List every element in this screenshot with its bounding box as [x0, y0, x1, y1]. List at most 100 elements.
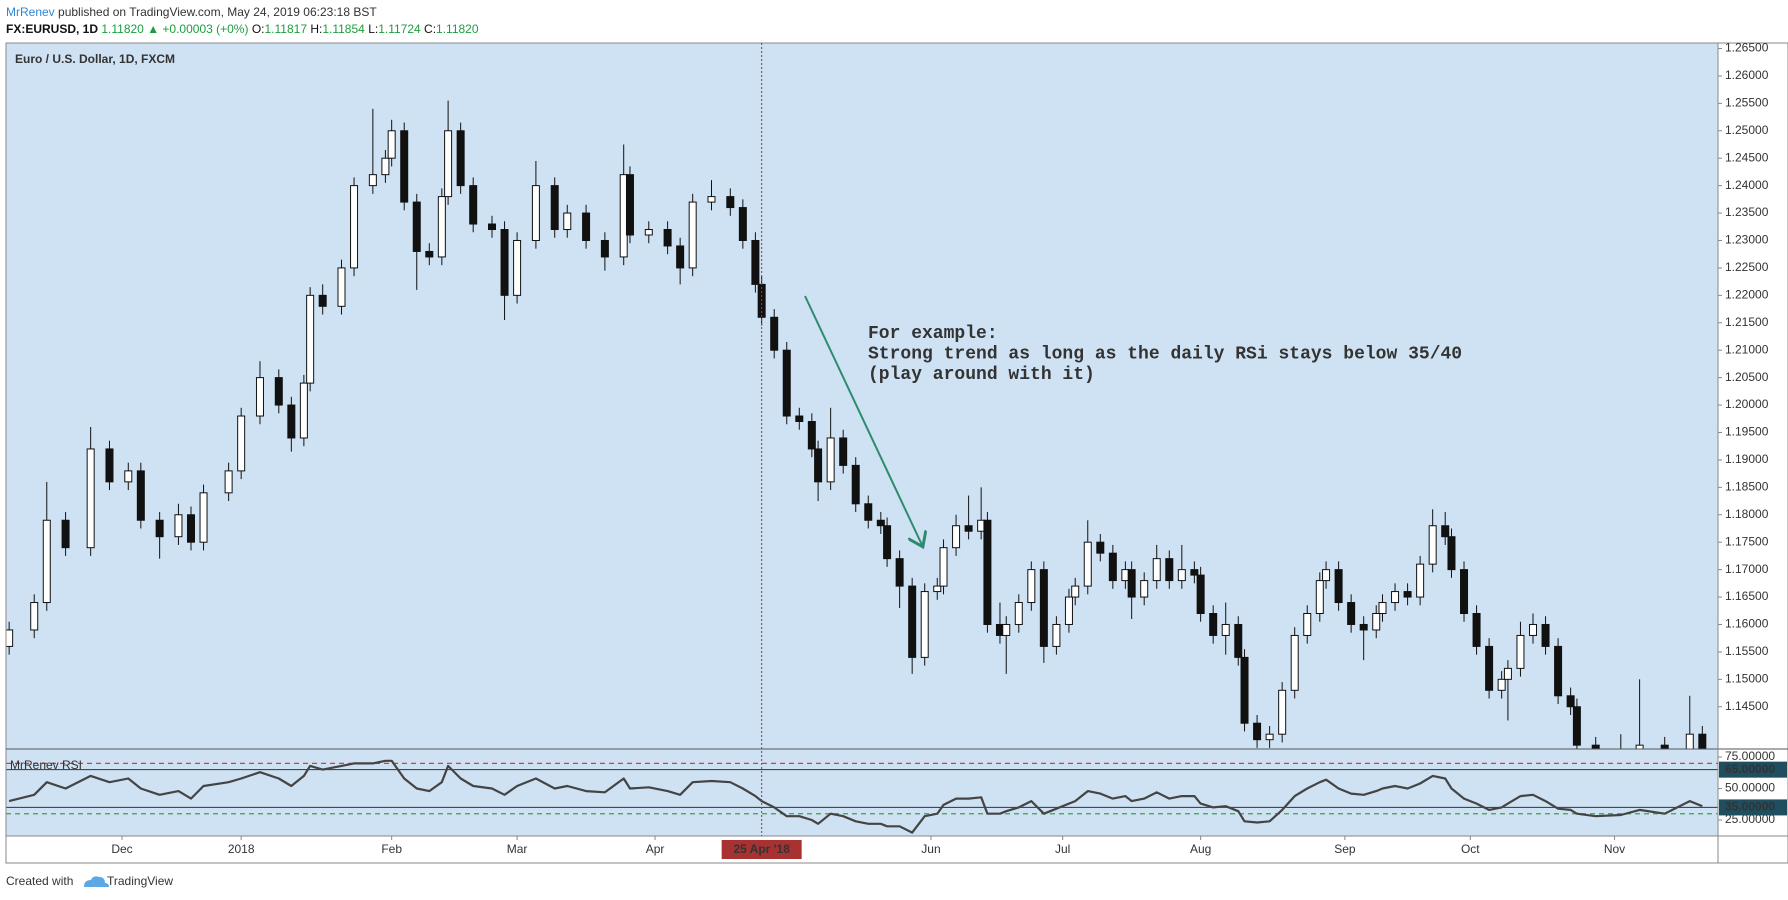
ohlc-value: 1.11724 [378, 22, 421, 36]
candle-body [625, 174, 634, 236]
candle-body [1685, 733, 1694, 749]
x-tick-label: Feb [381, 842, 402, 856]
x-tick-label: Nov [1604, 842, 1625, 856]
candle-body [1253, 722, 1262, 741]
candle-body [1503, 667, 1512, 680]
candle-body [939, 547, 948, 587]
author[interactable]: MrRenev [6, 5, 55, 19]
candle-body [726, 196, 735, 209]
candle-body [1315, 580, 1324, 615]
annotation-line: For example: [868, 324, 998, 344]
candle-body [707, 196, 716, 203]
candle-body [782, 349, 791, 417]
y-tick-label: 1.18000 [1725, 507, 1769, 521]
candle-body [299, 382, 308, 439]
y-tick-label: 1.26000 [1725, 68, 1769, 82]
y-tick-label: 1.14500 [1725, 699, 1769, 713]
footer-text: Created with [6, 874, 73, 888]
price-change: ▲ +0.00003 (+0%) [147, 22, 248, 36]
rsi-tick-label: 25.00000 [1725, 812, 1775, 826]
candle-body [387, 130, 396, 159]
candle-body [876, 519, 885, 527]
candle-body [1372, 613, 1381, 631]
candle-body [469, 185, 478, 225]
candle-body [306, 294, 315, 384]
candle-body [1591, 744, 1600, 749]
candle-body [1554, 645, 1563, 697]
candle-body [1265, 733, 1274, 741]
rsi-level-badge [1719, 761, 1787, 778]
header-line: MrRenev published on TradingView.com, Ma… [6, 5, 377, 19]
frame [5, 42, 1788, 864]
candle-body [224, 470, 233, 494]
x-tick-label: Jul [1055, 842, 1070, 856]
candle-body [1516, 634, 1525, 669]
candle-body [1027, 569, 1036, 604]
rsi-level-badge [1719, 799, 1787, 816]
candle-body [738, 207, 747, 241]
candle-body [1334, 569, 1343, 604]
x-tick-label: Dec [111, 842, 132, 856]
y-tick-label: 1.20500 [1725, 370, 1769, 384]
candle-body [1196, 574, 1205, 615]
candle-body [1190, 569, 1199, 576]
crosshair-label-box [721, 840, 802, 859]
candle-body [30, 602, 39, 631]
candle-body [1177, 569, 1186, 582]
candle-body [237, 415, 246, 472]
candle-body [1472, 613, 1481, 647]
y-tick-label: 1.24500 [1725, 150, 1769, 164]
candle-body [105, 448, 114, 483]
y-tick-label: 1.22000 [1725, 288, 1769, 302]
candle-body [174, 514, 183, 538]
candle-body [1485, 645, 1494, 691]
x-tick-label: 2018 [228, 842, 255, 856]
y-tick-label: 1.15000 [1725, 672, 1769, 686]
candle-body [1071, 585, 1080, 598]
rsi-level-label: 35.00000 [1725, 800, 1775, 814]
candle-body [86, 448, 95, 549]
candle-body [368, 174, 377, 187]
candle-body [1322, 569, 1331, 582]
header-quote: FX:EURUSD, 1D 1.11820 ▲ +0.00003 (+0%) O… [6, 22, 479, 36]
candle-body [1359, 623, 1368, 631]
candle-body [1165, 558, 1174, 582]
candle-body [663, 229, 672, 247]
y-tick-label: 1.20000 [1725, 397, 1769, 411]
x-tick-label: Mar [507, 842, 528, 856]
candle-body [1303, 613, 1312, 636]
candle-body [751, 239, 760, 285]
candle-body [1447, 536, 1456, 571]
candle-body [531, 185, 540, 241]
candle-body [1240, 656, 1249, 724]
candle-body [582, 212, 591, 241]
candle-body [1064, 596, 1073, 625]
candle-body [488, 223, 497, 231]
candle-body [1152, 558, 1161, 582]
candle-body [287, 404, 296, 439]
y-tick-label: 1.25500 [1725, 96, 1769, 110]
rsi-level-label: 65.00000 [1725, 762, 1775, 776]
x-tick-label: Oct [1461, 842, 1480, 856]
main-pane [6, 43, 1718, 749]
candle-body [1083, 541, 1092, 587]
ohlc-value: 1.11817 [265, 22, 308, 36]
footer-brand[interactable]: TradingView [107, 874, 173, 888]
candle-body [1052, 623, 1061, 647]
x-tick-label: Jun [921, 842, 940, 856]
candle-body [920, 591, 929, 658]
candle-body [400, 130, 409, 203]
candle-body [814, 448, 823, 483]
y-tick-label: 1.19000 [1725, 452, 1769, 466]
candle-body [350, 185, 359, 269]
candle-body [337, 267, 346, 307]
candle-body [550, 185, 559, 231]
candle-body [883, 525, 892, 560]
candle-body [1108, 552, 1117, 582]
rsi [6, 759, 1718, 834]
candle-body [864, 503, 873, 521]
candle-body [933, 585, 942, 593]
candle-body [795, 415, 804, 423]
candle-body [952, 525, 961, 549]
candle-body [563, 212, 572, 231]
